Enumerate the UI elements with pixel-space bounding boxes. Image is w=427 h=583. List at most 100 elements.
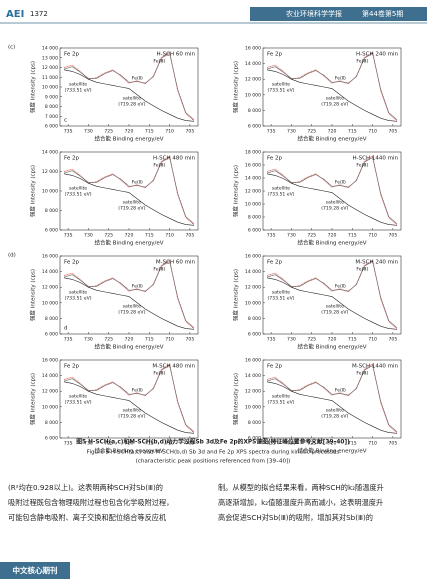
satellite-label: satellite — [123, 304, 141, 310]
x-tick-label: 720 — [125, 129, 134, 135]
peak-label: Fe(Ⅲ) — [153, 267, 165, 273]
y-tick-label: 10 000 — [42, 189, 58, 195]
fit-envelope — [266, 364, 398, 432]
y-tick-label: 12 000 — [245, 77, 261, 83]
y-tick-label: 8 000 — [45, 420, 58, 426]
satellite-label: satellite — [272, 82, 290, 88]
satellite-label: satellite — [326, 96, 344, 102]
x-tick-label: 715 — [348, 337, 357, 343]
panel-title: M-SCH 480 min — [152, 364, 195, 370]
y-tick-label: 6 000 — [45, 228, 58, 234]
x-tick-label: 710 — [368, 441, 377, 447]
x-axis-label: 结合能 Binding energy/eV — [298, 135, 367, 143]
panel-title: H-SCH 240 min — [356, 52, 398, 58]
x-tick-label: 710 — [368, 337, 377, 343]
y-tick-label: 12 000 — [42, 65, 58, 71]
caption-cn: 图5 H-SCH(a,c)和M-SCH(b,d)动力学过程Sb 3d及Fe 2p… — [76, 438, 350, 446]
satellite-label: satellite — [326, 200, 344, 206]
satellite-label: satellite — [272, 394, 290, 400]
y-axis-label: 强度 Intensity (cps) — [29, 165, 37, 217]
x-axis-label: 结合能 Binding energy/eV — [95, 135, 164, 143]
background — [64, 381, 194, 434]
y-tick-label: 11 000 — [42, 75, 58, 81]
x-tick-label: 725 — [307, 129, 316, 135]
x-axis-label: 结合能 Binding energy/eV — [95, 447, 164, 455]
satellite-position: (733.51 eV) — [64, 192, 91, 198]
x-tick-label: 720 — [125, 337, 134, 343]
y-tick-label: 18 000 — [245, 150, 261, 156]
y-tick-label: 16 000 — [245, 358, 261, 364]
issue: 第44卷第5期 — [362, 9, 403, 18]
satellite-position: (733.51 eV) — [64, 296, 91, 302]
peak-label: Fe(Ⅱ) — [132, 284, 143, 290]
panel-letter: c — [64, 118, 67, 124]
body-line: 吸附过程既包含物理吸附过程也包含化学吸附过程， — [8, 498, 173, 507]
journal-name: 农业环境科学学报 — [286, 9, 342, 18]
x-tick-label: 705 — [185, 337, 194, 343]
satellite-label: satellite — [123, 96, 141, 102]
x-tick-label: 725 — [307, 233, 316, 239]
satellite-position: (719.28 eV) — [118, 206, 145, 212]
panel-title: M-SCH 60 min — [156, 260, 196, 266]
y-tick-label: 6 000 — [45, 332, 58, 338]
x-tick-label: 720 — [328, 337, 337, 343]
background — [267, 173, 397, 226]
satellite-position: (719.28 eV) — [321, 310, 348, 316]
y-tick-label: 12 000 — [42, 169, 58, 175]
y-tick-label: 9 000 — [45, 94, 58, 100]
x-tick-label: 730 — [84, 233, 93, 239]
y-axis-label: 强度 Intensity (cps) — [29, 373, 37, 425]
x-tick-label: 705 — [388, 441, 397, 447]
y-tick-label: 16 000 — [245, 163, 261, 169]
satellite-label: satellite — [123, 200, 141, 206]
y-tick-label: 14 000 — [42, 269, 58, 275]
peak-label: Fe(Ⅲ) — [153, 59, 165, 65]
satellite-position: (719.28 eV) — [118, 414, 145, 420]
x-tick-label: 705 — [388, 337, 397, 343]
y-tick-label: 14 000 — [42, 46, 58, 52]
y-tick-label: 10 000 — [245, 300, 261, 306]
x-tick-label: 730 — [287, 337, 296, 343]
x-tick-label: 710 — [368, 129, 377, 135]
x-tick-label: 705 — [388, 129, 397, 135]
x-tick-label: 730 — [84, 129, 93, 135]
x-tick-label: 725 — [307, 441, 316, 447]
x-tick-label: 715 — [348, 441, 357, 447]
y-tick-label: 16 000 — [42, 358, 58, 364]
footer-badge — [0, 562, 70, 579]
y-tick-label: 16 000 — [245, 254, 261, 260]
y-tick-label: 8 000 — [248, 215, 261, 221]
x-tick-label: 705 — [185, 129, 194, 135]
background — [64, 173, 194, 226]
peak-label: Fe(Ⅲ) — [356, 371, 368, 377]
y-axis-label: 强度 Intensity (cps) — [29, 61, 37, 113]
y-tick-label: 6 000 — [248, 332, 261, 338]
x-tick-label: 735 — [267, 233, 276, 239]
y-tick-label: 14 000 — [245, 269, 261, 275]
x-tick-label: 720 — [328, 129, 337, 135]
x-axis-label: 结合能 Binding energy/eV — [95, 343, 164, 351]
background — [267, 381, 397, 434]
fit-envelope — [266, 156, 398, 224]
satellite-label: satellite — [69, 290, 87, 296]
satellite-position: (733.51 eV) — [64, 88, 91, 94]
y-tick-label: 10 000 — [245, 202, 261, 208]
y-tick-label: 10 000 — [42, 85, 58, 91]
y-tick-label: 10 000 — [245, 92, 261, 98]
page-number: 1372 — [30, 10, 48, 18]
caption-en: Figure 5 H-SCH(a,c) and M-SCH(b,d) Sb 3d… — [87, 450, 340, 456]
x-tick-label: 715 — [145, 337, 154, 343]
y-tick-label: 12 000 — [42, 389, 58, 395]
y-tick-label: 12 000 — [245, 189, 261, 195]
fit-envelope — [266, 260, 398, 328]
header-bar — [250, 7, 427, 21]
element-label: Fe 2p — [267, 260, 282, 266]
satellite-position: (733.51 eV) — [267, 296, 294, 302]
satellite-label: satellite — [69, 186, 87, 192]
panel-title: H-SCH 480 min — [153, 156, 195, 162]
x-tick-label: 730 — [287, 233, 296, 239]
y-tick-label: 6 000 — [45, 436, 58, 442]
x-tick-label: 735 — [64, 233, 73, 239]
satellite-position: (733.51 eV) — [267, 400, 294, 406]
body-line: (R²均在0.928以上)。这表明两种SCH对Sb(Ⅲ)的 — [8, 483, 163, 492]
